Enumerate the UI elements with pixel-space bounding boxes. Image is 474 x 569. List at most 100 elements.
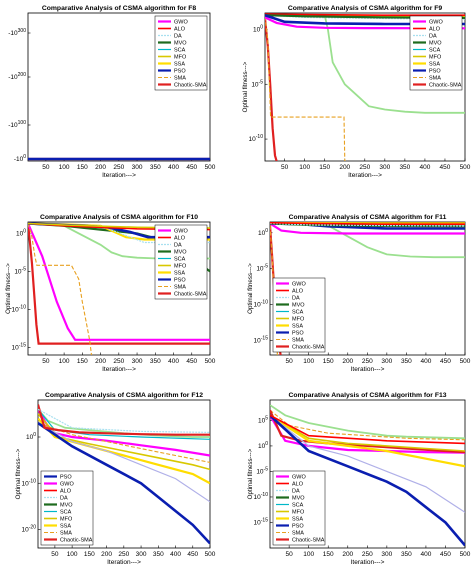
legend-label: GWO (292, 282, 306, 288)
chart-panel-6: Comparative Analysis of CSMA algorithm f… (247, 392, 471, 566)
y-tick-label: -100 (14, 154, 26, 163)
legend-label: SMA (292, 531, 304, 537)
legend-label: ALO (292, 482, 304, 488)
y-tick-label: 105 (258, 415, 268, 424)
y-tick-label: 10-15 (12, 342, 27, 351)
x-tick-label: 450 (440, 551, 451, 558)
legend-label: MFO (429, 55, 442, 61)
legend-label: SSA (429, 62, 440, 68)
legend-label: SCA (292, 310, 304, 316)
series-line-ssa (38, 417, 210, 485)
x-tick-label: 300 (381, 551, 392, 558)
legend-label: MVO (60, 503, 73, 509)
x-tick-label: 150 (84, 551, 95, 558)
x-tick-label: 450 (186, 164, 197, 171)
legend-label: Chaotic-SMA (292, 538, 325, 544)
legend-label: Chaotic-SMA (174, 83, 207, 89)
legend-label: MFO (174, 264, 187, 270)
y-tick-label: 10-5 (256, 466, 268, 475)
legend-label: DA (174, 243, 182, 249)
x-tick-label: 350 (150, 358, 161, 365)
y-axis-label: Optimal fitness---> (242, 61, 249, 112)
series-line-sma (265, 16, 346, 161)
x-axis-label: Iteration---> (351, 366, 385, 373)
legend-label: SCA (292, 503, 304, 509)
y-tick-label: 10-15 (254, 336, 269, 345)
x-tick-label: 100 (67, 551, 78, 558)
y-axis-label: Optimal fitness---> (247, 263, 254, 314)
x-tick-label: 150 (319, 164, 330, 171)
series-line-sma (28, 223, 93, 355)
legend-label: SSA (60, 524, 71, 530)
legend-label: GWO (174, 20, 188, 26)
y-tick-label: 10-10 (22, 478, 37, 487)
series-line-gwo (265, 16, 465, 30)
legend-label: DA (292, 489, 300, 495)
chart-title: Comparative Analysis of CSMA algorithm f… (288, 392, 446, 399)
series-line-alo (265, 13, 465, 16)
x-tick-label: 100 (59, 358, 70, 365)
series-line-alo (270, 222, 465, 225)
x-tick-label: 50 (42, 164, 50, 171)
legend-label: MVO (429, 41, 442, 47)
y-tick-label: 10-5 (251, 79, 263, 88)
x-tick-label: 500 (460, 358, 471, 365)
x-tick-label: 150 (77, 358, 88, 365)
legend-label: DA (292, 296, 300, 302)
x-tick-label: 250 (362, 358, 373, 365)
x-tick-label: 250 (359, 164, 370, 171)
x-tick-label: 250 (118, 551, 129, 558)
y-tick-label: 10-20 (22, 525, 37, 534)
y-tick-label: -10200 (8, 72, 26, 81)
legend-label: MFO (292, 510, 305, 516)
legend-label: DA (60, 496, 68, 502)
y-axis-label: Optimal fitness---> (15, 448, 22, 499)
x-tick-label: 200 (95, 164, 106, 171)
chart-title: Comparative Analysis of CSMA algorithm f… (288, 5, 443, 12)
series-line-aux (38, 408, 210, 438)
y-tick-label: 100 (253, 24, 263, 33)
legend-label: SSA (292, 324, 303, 330)
legend-label: MVO (292, 496, 305, 502)
chart-panel-4: Comparative Analysis of CSMA algorithm f… (247, 214, 471, 373)
chart-title: Comparative Analysis of CSMA algorithm f… (45, 392, 203, 399)
x-tick-label: 350 (401, 551, 412, 558)
series-line-gwo (270, 414, 465, 454)
legend-label: SSA (174, 62, 185, 68)
y-tick-label: -10300 (8, 28, 26, 37)
legend-label: SMA (174, 76, 186, 82)
legend-label: PSO (429, 69, 441, 75)
x-axis-label: Iteration---> (348, 172, 382, 179)
x-tick-label: 200 (342, 358, 353, 365)
y-tick-label: 10-10 (12, 304, 27, 313)
x-tick-label: 50 (281, 164, 289, 171)
series-line-gwo (270, 222, 465, 235)
series-line-sma (38, 422, 210, 463)
legend-label: ALO (60, 489, 72, 495)
y-axis-label: Optimal fitness---> (5, 263, 12, 314)
legend-label: SMA (429, 76, 441, 82)
legend-label: Chaotic-SMA (429, 83, 462, 89)
series-line-chaotic-sma (28, 223, 210, 345)
legend-label: MFO (292, 317, 305, 323)
legend-label: ALO (292, 289, 304, 295)
y-tick-label: 100 (16, 228, 26, 237)
x-axis-label: Iteration---> (102, 172, 136, 179)
series-line-pso (38, 422, 210, 545)
x-tick-label: 250 (362, 551, 373, 558)
x-tick-label: 300 (136, 551, 147, 558)
series-line-chaotic-sma (38, 404, 210, 436)
legend-label: Chaotic-SMA (60, 538, 93, 544)
x-tick-label: 450 (187, 551, 198, 558)
x-tick-label: 200 (101, 551, 112, 558)
x-tick-label: 200 (95, 358, 106, 365)
x-tick-label: 200 (339, 164, 350, 171)
x-tick-label: 150 (323, 551, 334, 558)
x-tick-label: 400 (168, 358, 179, 365)
legend-label: MVO (174, 41, 187, 47)
x-tick-label: 350 (401, 358, 412, 365)
x-tick-label: 500 (460, 164, 471, 171)
